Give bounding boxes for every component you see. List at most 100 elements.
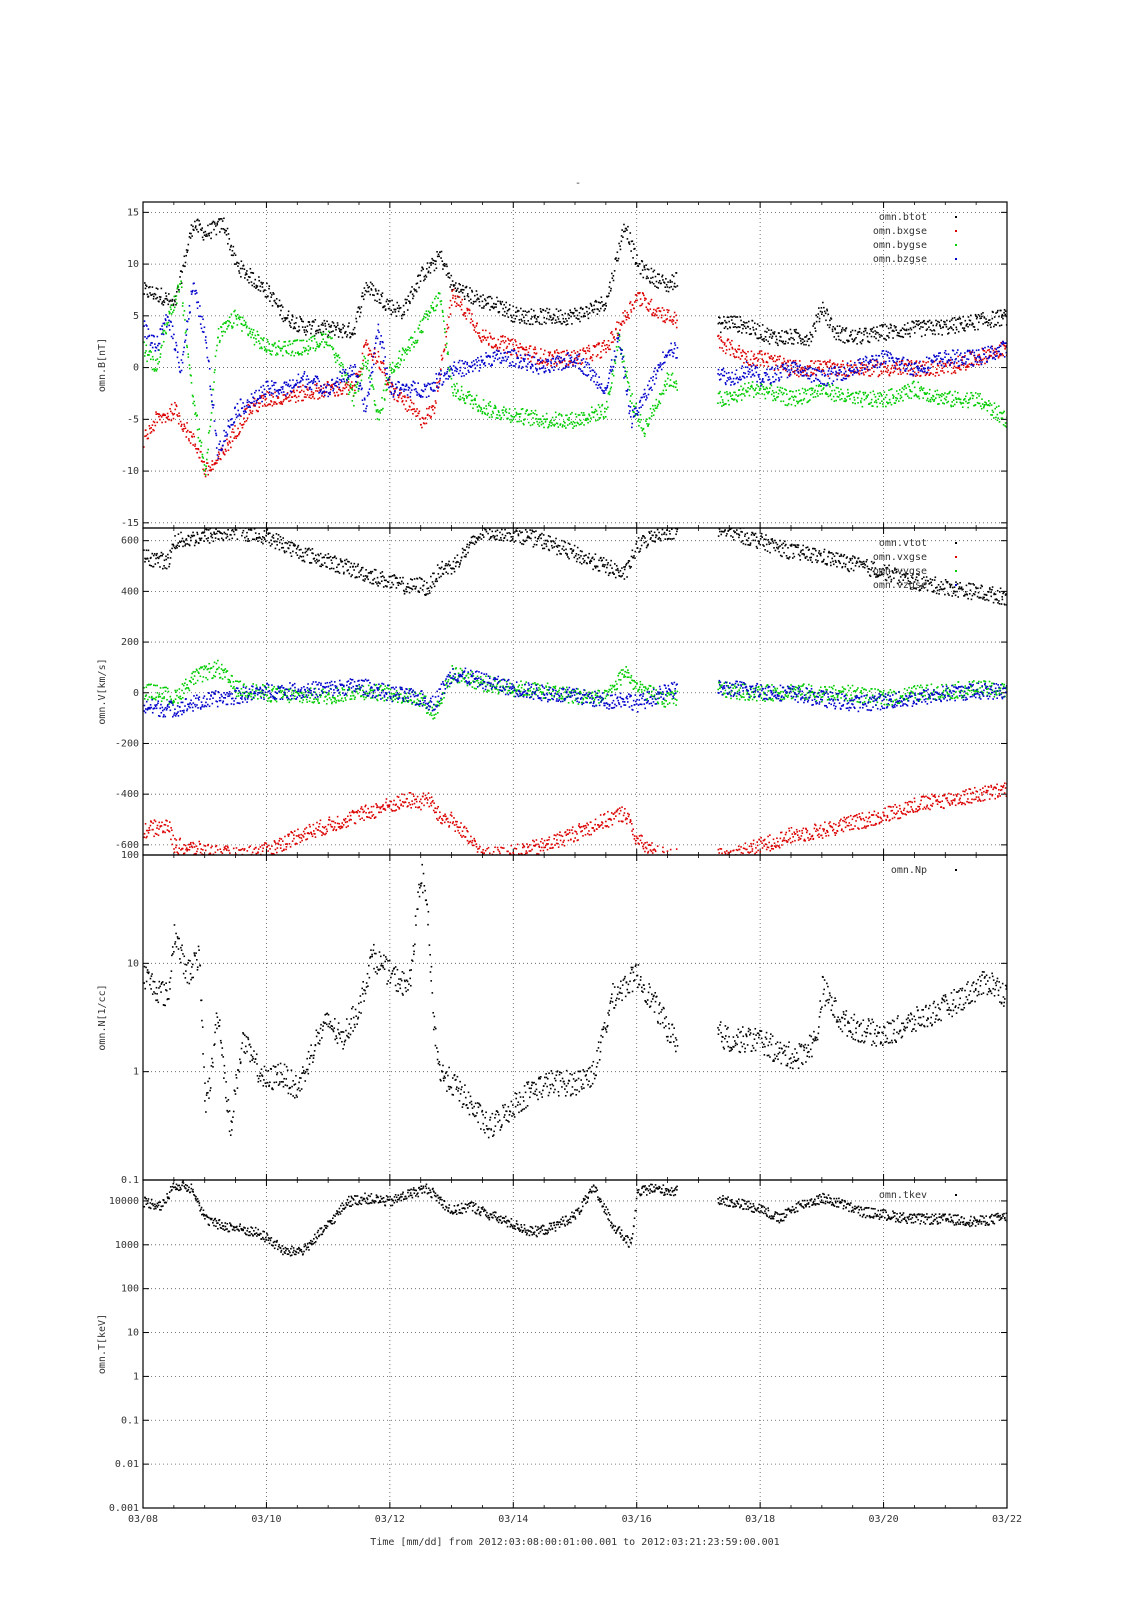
data-point bbox=[359, 384, 362, 387]
data-point bbox=[393, 392, 395, 395]
data-point bbox=[631, 304, 634, 306]
data-point bbox=[741, 389, 744, 391]
data-point bbox=[303, 373, 306, 375]
data-point bbox=[529, 367, 532, 370]
data-point bbox=[667, 281, 669, 283]
data-point bbox=[819, 363, 822, 365]
data-point bbox=[493, 306, 496, 309]
data-point bbox=[863, 330, 865, 333]
data-point bbox=[447, 272, 449, 275]
data-point bbox=[440, 373, 443, 376]
data-point bbox=[173, 309, 175, 312]
data-point bbox=[406, 309, 409, 311]
data-point bbox=[609, 281, 611, 284]
data-point bbox=[795, 362, 798, 365]
data-point bbox=[222, 330, 225, 333]
data-point bbox=[403, 311, 405, 313]
data-point bbox=[249, 276, 251, 279]
data-point bbox=[216, 222, 218, 225]
data-point bbox=[620, 322, 622, 325]
data-point bbox=[611, 368, 614, 371]
data-point bbox=[257, 402, 260, 404]
data-point bbox=[663, 309, 665, 312]
data-point bbox=[408, 387, 411, 389]
data-point bbox=[952, 329, 955, 331]
data-point bbox=[515, 306, 518, 309]
data-point bbox=[909, 335, 911, 338]
data-point bbox=[347, 372, 349, 375]
data-point bbox=[584, 374, 587, 376]
data-point bbox=[553, 366, 556, 368]
data-point bbox=[222, 444, 224, 447]
data-point bbox=[534, 346, 536, 349]
data-point bbox=[372, 386, 374, 388]
data-point bbox=[639, 291, 641, 294]
data-point bbox=[891, 364, 894, 367]
data-point bbox=[610, 386, 613, 389]
data-point bbox=[538, 363, 540, 365]
data-point bbox=[328, 384, 330, 386]
data-point bbox=[508, 365, 511, 367]
data-point bbox=[989, 402, 991, 405]
data-point bbox=[245, 404, 248, 407]
data-point bbox=[211, 403, 214, 406]
data-point bbox=[731, 398, 734, 401]
data-point bbox=[164, 331, 167, 334]
data-point bbox=[753, 358, 755, 360]
data-point bbox=[437, 373, 440, 376]
data-point bbox=[379, 343, 381, 345]
data-point bbox=[296, 330, 298, 332]
data-point bbox=[552, 313, 555, 316]
data-point bbox=[307, 345, 310, 347]
data-point bbox=[370, 384, 373, 387]
data-point bbox=[632, 243, 635, 245]
data-point bbox=[529, 360, 532, 363]
data-point bbox=[927, 320, 930, 323]
data-point bbox=[342, 323, 344, 326]
y-tick-label: -5 bbox=[127, 414, 139, 425]
data-point bbox=[509, 304, 511, 306]
data-point bbox=[461, 397, 464, 399]
data-point bbox=[635, 294, 638, 297]
data-point bbox=[600, 383, 603, 385]
data-point bbox=[615, 346, 618, 348]
data-point bbox=[319, 328, 321, 331]
data-point bbox=[892, 394, 894, 396]
data-point bbox=[605, 348, 607, 350]
data-point bbox=[527, 354, 530, 356]
data-point bbox=[464, 315, 467, 317]
data-point bbox=[459, 283, 461, 286]
data-point bbox=[340, 393, 343, 395]
data-point bbox=[372, 388, 375, 390]
data-point bbox=[620, 348, 622, 351]
data-point bbox=[176, 287, 179, 290]
data-point bbox=[234, 435, 237, 438]
data-point bbox=[755, 387, 757, 390]
data-point bbox=[366, 362, 369, 365]
data-point bbox=[674, 286, 677, 288]
data-point bbox=[796, 400, 798, 403]
data-point bbox=[446, 327, 449, 330]
data-point bbox=[157, 344, 159, 347]
data-point bbox=[582, 412, 585, 414]
data-point bbox=[640, 406, 642, 408]
data-point bbox=[507, 308, 510, 311]
data-point bbox=[928, 326, 930, 328]
data-point bbox=[319, 342, 321, 345]
data-point bbox=[913, 332, 916, 334]
data-point bbox=[1000, 411, 1002, 414]
data-point bbox=[323, 384, 325, 386]
data-point bbox=[491, 416, 493, 418]
data-point bbox=[774, 360, 777, 363]
data-point bbox=[535, 318, 538, 320]
data-point bbox=[612, 374, 615, 377]
data-point bbox=[520, 346, 522, 349]
data-point bbox=[271, 294, 273, 296]
data-point bbox=[380, 360, 382, 363]
data-point bbox=[543, 426, 545, 429]
data-point bbox=[320, 332, 323, 334]
data-point bbox=[205, 233, 208, 236]
data-point bbox=[377, 323, 380, 326]
data-point bbox=[488, 332, 491, 335]
data-point bbox=[261, 283, 263, 285]
